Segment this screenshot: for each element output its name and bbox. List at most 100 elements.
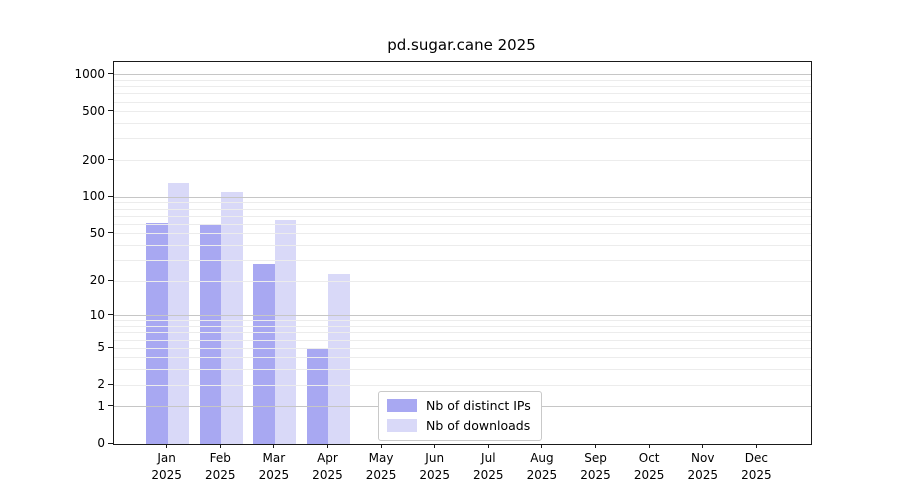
gridline-minor-600 bbox=[114, 101, 811, 103]
x-tick-year: 2025 bbox=[687, 467, 719, 482]
x-tick-month: Jan bbox=[157, 451, 176, 465]
bar-downloads-apr bbox=[328, 274, 350, 444]
gridline-minor-4 bbox=[114, 357, 811, 359]
y-tick-label-5: 5 bbox=[97, 340, 105, 355]
x-tick-month: Jul bbox=[481, 451, 496, 465]
x-tick-year: 2025 bbox=[741, 467, 772, 482]
y-tick-label-1000: 1000 bbox=[74, 66, 105, 81]
x-tick-month: Mar bbox=[262, 451, 286, 465]
gridline-major-1000 bbox=[114, 74, 811, 76]
y-tick-mark-1000 bbox=[108, 73, 113, 75]
x-tick-month: Aug bbox=[530, 451, 554, 465]
gridline-minor-5 bbox=[114, 347, 811, 349]
bars-layer bbox=[114, 62, 811, 444]
x-tick-label-feb: Feb 2025 bbox=[205, 450, 236, 483]
gridlines-layer bbox=[114, 62, 811, 444]
gridline-minor-400 bbox=[114, 123, 811, 125]
y-tick-mark-200 bbox=[108, 159, 113, 161]
y-tick-label-100: 100 bbox=[82, 189, 105, 204]
x-tick-month: Feb bbox=[209, 451, 231, 465]
y-tick-label-10: 10 bbox=[89, 307, 105, 322]
y-tick-label-50: 50 bbox=[89, 225, 105, 240]
y-tick-label-20: 20 bbox=[89, 273, 105, 288]
x-tick-month: Apr bbox=[317, 451, 338, 465]
x-tick-year: 2025 bbox=[151, 467, 182, 482]
x-tick-mark-jan bbox=[166, 444, 168, 448]
x-tick-mark-jul bbox=[487, 444, 489, 448]
x-tick-month: Nov bbox=[691, 451, 715, 465]
y-tick-mark-5 bbox=[108, 346, 113, 348]
gridline-minor-90 bbox=[114, 202, 811, 204]
x-tick-year: 2025 bbox=[633, 467, 665, 482]
x-tick-mark-nov bbox=[702, 444, 704, 448]
bar-downloads-jan bbox=[167, 183, 190, 444]
gridline-minor-200 bbox=[114, 160, 811, 162]
gridline-minor-2 bbox=[114, 384, 811, 386]
plot-area: Nb of distinct IPs Nb of downloads bbox=[113, 61, 812, 445]
x-tick-mark-apr bbox=[326, 444, 328, 448]
x-tick-month: Sep bbox=[584, 451, 607, 465]
x-tick-mark-dec bbox=[755, 444, 757, 448]
x-tick-year: 2025 bbox=[473, 467, 504, 482]
gridline-minor-20 bbox=[114, 280, 811, 282]
legend-item-downloads: Nb of downloads bbox=[387, 418, 531, 433]
gridline-minor-80 bbox=[114, 208, 811, 210]
x-tick-mark-may bbox=[380, 444, 382, 448]
x-tick-mark-feb bbox=[219, 444, 221, 448]
x-tick-label-oct: Oct 2025 bbox=[634, 450, 665, 483]
x-tick-label-jan: Jan 2025 bbox=[151, 450, 182, 483]
y-tick-mark-100 bbox=[108, 195, 113, 197]
x-tick-label-apr: Apr 2025 bbox=[312, 450, 343, 483]
bar-downloads-feb bbox=[221, 192, 243, 444]
x-tick-mark-jun bbox=[434, 444, 436, 448]
gridline-minor-60 bbox=[114, 223, 811, 225]
y-tick-mark-500 bbox=[108, 110, 113, 112]
gridline-minor-800 bbox=[114, 86, 811, 88]
gridline-major-100 bbox=[114, 196, 811, 198]
x-tick-year: 2025 bbox=[365, 467, 397, 482]
bar-distinct-ips-mar bbox=[253, 264, 275, 444]
gridline-minor-70 bbox=[114, 215, 811, 217]
y-tick-label-200: 200 bbox=[82, 152, 105, 167]
y-tick-label-500: 500 bbox=[82, 103, 105, 118]
x-tick-month: May bbox=[368, 451, 394, 465]
gridline-minor-9 bbox=[114, 320, 811, 322]
bar-distinct-ips-apr bbox=[306, 348, 329, 444]
x-tick-year: 2025 bbox=[526, 467, 558, 482]
x-tick-label-nov: Nov 2025 bbox=[687, 450, 718, 483]
x-tick-month: Oct bbox=[638, 451, 660, 465]
gridline-minor-700 bbox=[114, 93, 811, 95]
x-tick-year: 2025 bbox=[419, 467, 450, 482]
chart-title: pd.sugar.cane 2025 bbox=[387, 36, 536, 54]
legend: Nb of distinct IPs Nb of downloads bbox=[378, 391, 542, 441]
x-tick-year: 2025 bbox=[258, 467, 290, 482]
x-tick-label-aug: Aug 2025 bbox=[527, 450, 558, 483]
y-tick-mark-0 bbox=[108, 442, 113, 444]
x-tick-year: 2025 bbox=[312, 467, 343, 482]
gridline-minor-300 bbox=[114, 138, 811, 140]
gridline-minor-6 bbox=[114, 339, 811, 341]
x-tick-year: 2025 bbox=[580, 467, 611, 482]
x-tick-label-mar: Mar 2025 bbox=[259, 450, 290, 483]
x-tick-label-jul: Jul 2025 bbox=[473, 450, 504, 483]
y-tick-mark-10 bbox=[108, 314, 113, 316]
x-tick-month: Dec bbox=[744, 451, 768, 465]
gridline-minor-40 bbox=[114, 245, 811, 247]
y-tick-mark-1 bbox=[108, 405, 113, 407]
gridline-major-10 bbox=[114, 315, 811, 317]
legend-label-distinct-ips: Nb of distinct IPs bbox=[426, 398, 531, 413]
y-tick-mark-20 bbox=[108, 279, 113, 281]
legend-label-downloads: Nb of downloads bbox=[426, 418, 531, 433]
x-tick-mark-mar bbox=[273, 444, 275, 448]
gridline-minor-30 bbox=[114, 259, 811, 261]
y-tick-mark-50 bbox=[108, 232, 113, 234]
legend-swatch-distinct-ips-icon bbox=[387, 399, 417, 412]
y-tick-label-1: 1 bbox=[97, 398, 105, 413]
gridline-minor-8 bbox=[114, 326, 811, 328]
x-tick-month: Jun bbox=[425, 451, 445, 465]
x-tick-label-jun: Jun 2025 bbox=[419, 450, 450, 483]
y-tick-label-2: 2 bbox=[97, 377, 105, 392]
x-tick-label-may: May 2025 bbox=[366, 450, 397, 483]
gridline-minor-500 bbox=[114, 111, 811, 113]
